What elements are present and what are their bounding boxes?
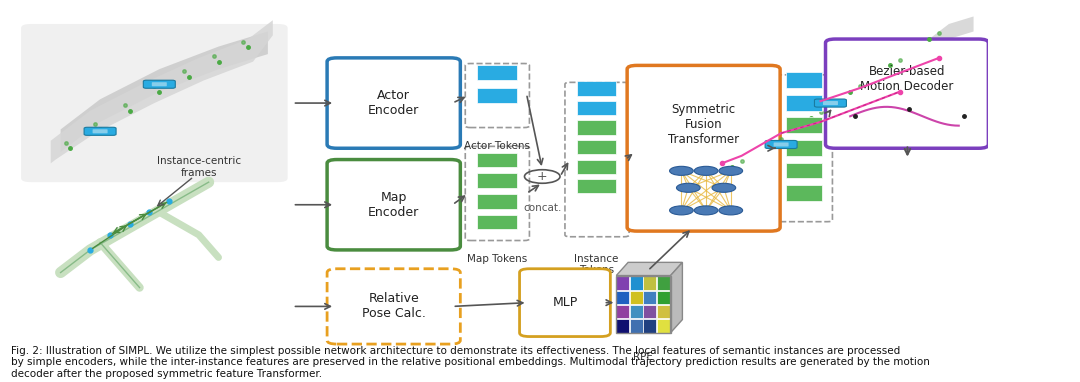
FancyBboxPatch shape: [775, 75, 833, 222]
Text: concat.: concat.: [523, 203, 562, 213]
Circle shape: [694, 206, 718, 215]
Text: by simple encoders, while the inter-instance features are preserved in the relat: by simple encoders, while the inter-inst…: [11, 357, 930, 367]
FancyBboxPatch shape: [519, 269, 610, 337]
Text: Symmetric
Fusion
Transformer: Symmetric Fusion Transformer: [669, 103, 739, 146]
FancyBboxPatch shape: [465, 146, 529, 241]
FancyBboxPatch shape: [630, 276, 643, 290]
FancyBboxPatch shape: [577, 101, 617, 115]
FancyBboxPatch shape: [577, 160, 617, 174]
FancyBboxPatch shape: [786, 72, 822, 88]
FancyBboxPatch shape: [765, 141, 797, 149]
Text: Instance
Tokens: Instance Tokens: [575, 254, 619, 275]
FancyBboxPatch shape: [144, 80, 175, 88]
FancyBboxPatch shape: [465, 63, 529, 128]
Text: Actor Tokens: Actor Tokens: [463, 141, 530, 151]
Text: decoder after the proposed symmetric feature Transformer.: decoder after the proposed symmetric fea…: [11, 369, 323, 379]
Circle shape: [719, 166, 743, 175]
Circle shape: [719, 206, 743, 215]
FancyBboxPatch shape: [617, 291, 630, 304]
FancyBboxPatch shape: [577, 179, 617, 193]
Text: Map Tokens: Map Tokens: [467, 254, 527, 264]
PathPatch shape: [51, 20, 273, 163]
FancyBboxPatch shape: [617, 276, 630, 290]
FancyBboxPatch shape: [22, 24, 287, 182]
FancyBboxPatch shape: [630, 319, 643, 333]
FancyBboxPatch shape: [657, 319, 670, 333]
FancyBboxPatch shape: [477, 215, 516, 229]
FancyBboxPatch shape: [93, 129, 108, 133]
FancyBboxPatch shape: [644, 319, 657, 333]
Text: MLP: MLP: [552, 296, 578, 309]
FancyBboxPatch shape: [477, 153, 516, 167]
PathPatch shape: [60, 31, 268, 152]
Text: Actor
Encoder: Actor Encoder: [368, 89, 419, 117]
FancyBboxPatch shape: [617, 305, 630, 319]
FancyBboxPatch shape: [577, 140, 617, 154]
FancyBboxPatch shape: [327, 160, 460, 250]
Circle shape: [694, 166, 718, 175]
FancyBboxPatch shape: [657, 276, 670, 290]
FancyBboxPatch shape: [644, 291, 657, 304]
FancyBboxPatch shape: [477, 65, 516, 81]
FancyBboxPatch shape: [786, 140, 822, 156]
FancyBboxPatch shape: [577, 120, 617, 135]
FancyBboxPatch shape: [327, 269, 460, 344]
Bar: [617, 275, 671, 333]
Text: +: +: [537, 170, 548, 183]
Text: Fig. 2: Illustration of SIMPL. We utilize the simplest possible network architec: Fig. 2: Illustration of SIMPL. We utiliz…: [11, 346, 901, 356]
FancyBboxPatch shape: [786, 117, 822, 133]
Text: Map
Encoder: Map Encoder: [368, 191, 419, 219]
Circle shape: [670, 166, 693, 175]
FancyBboxPatch shape: [627, 65, 780, 231]
FancyBboxPatch shape: [823, 101, 838, 105]
Text: Instance-centric
frames: Instance-centric frames: [157, 156, 241, 178]
FancyBboxPatch shape: [565, 83, 630, 237]
FancyBboxPatch shape: [786, 185, 822, 201]
FancyBboxPatch shape: [773, 142, 788, 147]
FancyBboxPatch shape: [657, 291, 670, 304]
FancyBboxPatch shape: [657, 305, 670, 319]
Polygon shape: [617, 262, 683, 275]
FancyBboxPatch shape: [477, 173, 516, 188]
FancyBboxPatch shape: [630, 305, 643, 319]
FancyBboxPatch shape: [786, 95, 822, 111]
Circle shape: [712, 183, 735, 192]
FancyBboxPatch shape: [630, 291, 643, 304]
FancyBboxPatch shape: [786, 163, 822, 178]
FancyBboxPatch shape: [814, 99, 847, 107]
Polygon shape: [671, 262, 683, 333]
FancyBboxPatch shape: [477, 88, 516, 103]
Text: Relative
Pose Calc.: Relative Pose Calc.: [362, 292, 426, 320]
FancyBboxPatch shape: [644, 305, 657, 319]
Text: Bezier-based
Motion Decoder: Bezier-based Motion Decoder: [861, 65, 954, 92]
Circle shape: [676, 183, 700, 192]
FancyBboxPatch shape: [327, 58, 460, 148]
FancyBboxPatch shape: [152, 82, 166, 86]
FancyBboxPatch shape: [577, 81, 617, 96]
FancyBboxPatch shape: [477, 194, 516, 209]
Text: RPE: RPE: [634, 351, 653, 362]
FancyBboxPatch shape: [84, 127, 116, 135]
FancyBboxPatch shape: [644, 276, 657, 290]
Circle shape: [670, 206, 693, 215]
FancyBboxPatch shape: [617, 319, 630, 333]
PathPatch shape: [712, 16, 973, 178]
FancyBboxPatch shape: [825, 39, 988, 148]
